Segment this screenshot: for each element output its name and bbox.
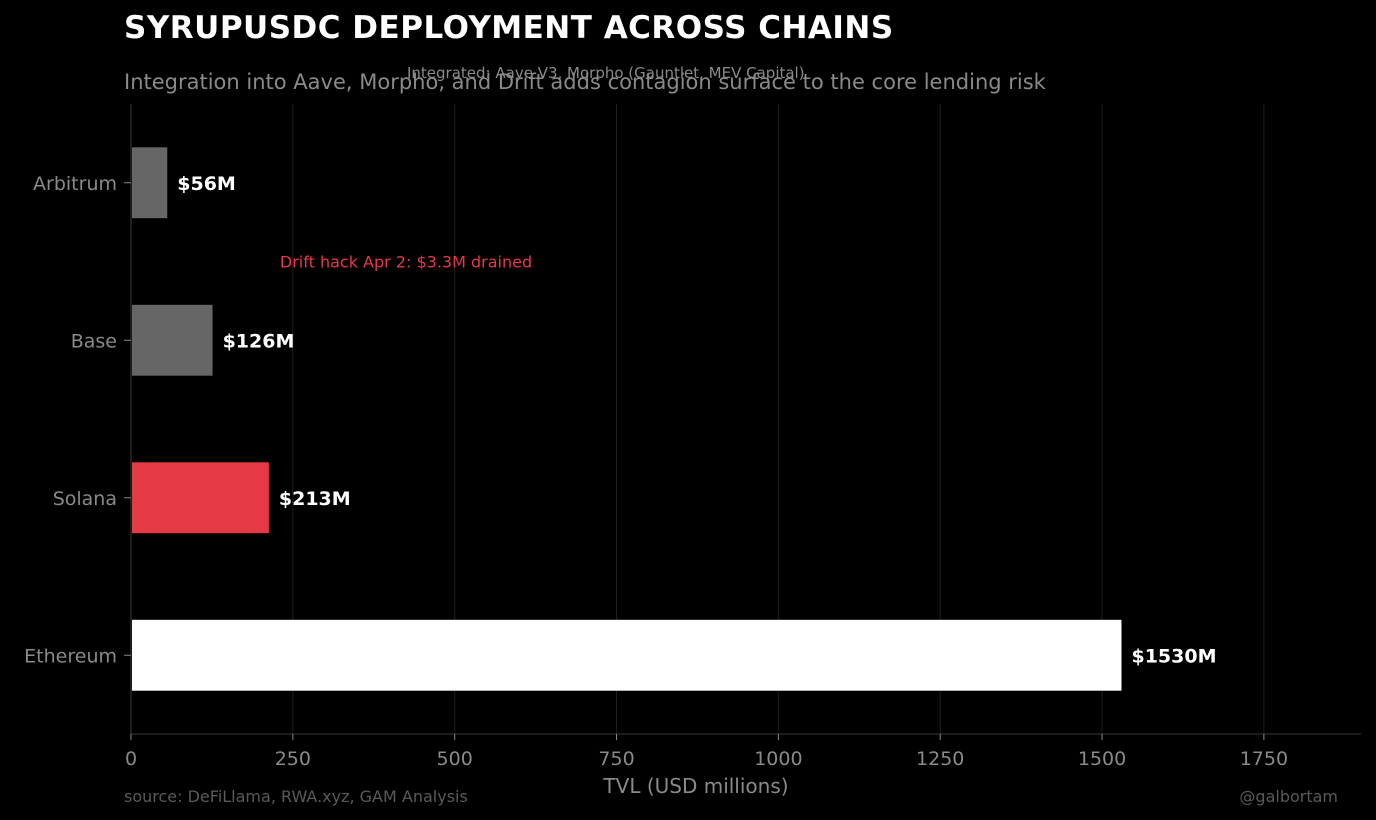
value-label: $1530M	[1131, 645, 1216, 667]
integration-note: Integrated: Aave V3, Morpho (Gauntlet, M…	[407, 64, 805, 82]
chart-subtitle: Integration into Aave, Morpho, and Drift…	[124, 70, 1046, 94]
bar-arbitrum	[132, 147, 168, 219]
x-tick-label: 1250	[916, 748, 964, 770]
x-tick-label: 250	[275, 748, 311, 770]
bar-ethereum	[132, 619, 1122, 691]
bar-solana	[132, 462, 269, 534]
value-label: $213M	[279, 488, 351, 510]
author-handle: @galbortam	[1239, 787, 1338, 806]
y-tick-label: Arbitrum	[33, 173, 117, 195]
value-label: $126M	[223, 330, 295, 352]
source-note: source: DeFiLlama, RWA.xyz, GAM Analysis	[124, 787, 468, 806]
x-axis-label: TVL (USD millions)	[602, 774, 788, 798]
bar-base	[132, 304, 213, 376]
y-tick-label: Solana	[53, 488, 117, 510]
chart-title: SYRUPUSDC DEPLOYMENT ACROSS CHAINS	[124, 10, 894, 46]
value-label: $56M	[177, 173, 236, 195]
x-tick-label: 500	[437, 748, 473, 770]
x-tick-label: 1750	[1240, 748, 1288, 770]
x-tick-label: 750	[598, 748, 634, 770]
drift-hack-annotation: Drift hack Apr 2: $3.3M drained	[280, 253, 532, 272]
x-tick-label: 1000	[754, 748, 802, 770]
y-tick-label: Base	[71, 330, 117, 352]
x-tick-label: 0	[125, 748, 137, 770]
y-tick-label: Ethereum	[24, 645, 117, 667]
x-tick-label: 1500	[1078, 748, 1126, 770]
